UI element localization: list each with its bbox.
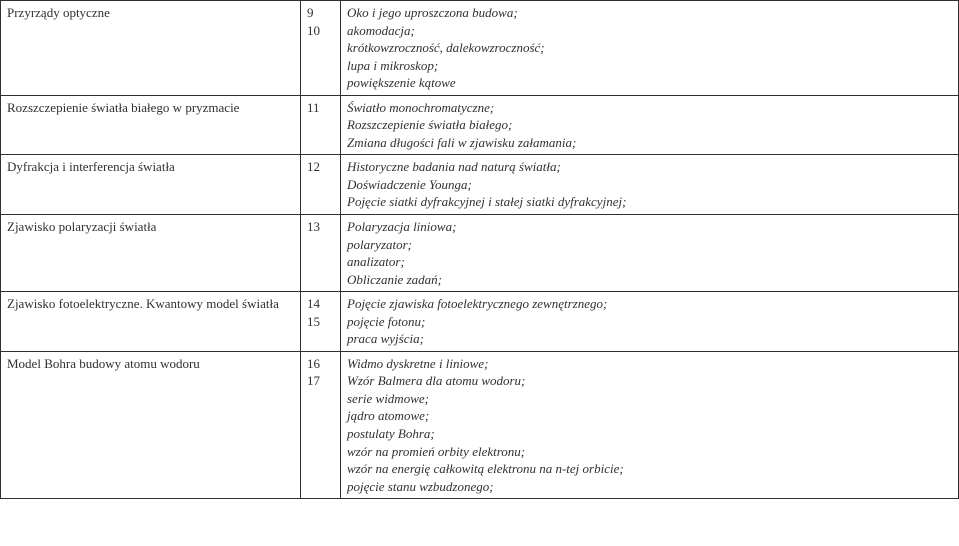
description-line: wzór na energię całkowitą elektronu na n… <box>347 460 952 478</box>
description-line: Rozszczepienie światła białego; <box>347 116 952 134</box>
curriculum-table: Przyrządy optyczne910Oko i jego uproszcz… <box>0 0 959 499</box>
description-line: postulaty Bohra; <box>347 425 952 443</box>
topic-text: Przyrządy optyczne <box>7 5 110 20</box>
description-line: analizator; <box>347 253 952 271</box>
description-line: Światło monochromatyczne; <box>347 99 952 117</box>
description-cell: Historyczne badania nad naturą światła;D… <box>341 155 959 215</box>
description-line: krótkowzroczność, dalekowzroczność; <box>347 39 952 57</box>
description-line: serie widmowe; <box>347 390 952 408</box>
description-line: lupa i mikroskop; <box>347 57 952 75</box>
description-line: polaryzator; <box>347 236 952 254</box>
lesson-number: 10 <box>307 22 334 40</box>
topic-text: Zjawisko fotoelektryczne. Kwantowy model… <box>7 296 279 311</box>
lesson-number: 15 <box>307 313 334 331</box>
lesson-number: 13 <box>307 218 334 236</box>
lesson-number-cell: 1415 <box>301 292 341 352</box>
description-line: Pojęcie zjawiska fotoelektrycznego zewnę… <box>347 295 952 313</box>
description-line: akomodacja; <box>347 22 952 40</box>
description-line: Historyczne badania nad naturą światła; <box>347 158 952 176</box>
lesson-number: 12 <box>307 158 334 176</box>
description-line: Wzór Balmera dla atomu wodoru; <box>347 372 952 390</box>
table-row: Przyrządy optyczne910Oko i jego uproszcz… <box>1 1 959 96</box>
description-line: Obliczanie zadań; <box>347 271 952 289</box>
lesson-number: 17 <box>307 372 334 390</box>
lesson-number-cell: 11 <box>301 95 341 155</box>
description-cell: Oko i jego uproszczona budowa;akomodacja… <box>341 1 959 96</box>
lesson-number-cell: 910 <box>301 1 341 96</box>
description-cell: Światło monochromatyczne;Rozszczepienie … <box>341 95 959 155</box>
table-row: Zjawisko fotoelektryczne. Kwantowy model… <box>1 292 959 352</box>
topic-text: Rozszczepienie światła białego w pryzmac… <box>7 100 239 115</box>
description-line: pojęcie fotonu; <box>347 313 952 331</box>
lesson-number-cell: 1617 <box>301 351 341 498</box>
description-line: Doświadczenie Younga; <box>347 176 952 194</box>
lesson-number: 14 <box>307 295 334 313</box>
table-row: Dyfrakcja i interferencja światła 12 Histo… <box>1 155 959 215</box>
topic-cell: Zjawisko fotoelektryczne. Kwantowy model… <box>1 292 301 352</box>
description-line: Oko i jego uproszczona budowa; <box>347 4 952 22</box>
topic-cell: Model Bohra budowy atomu wodoru <box>1 351 301 498</box>
description-line: wzór na promień orbity elektronu; <box>347 443 952 461</box>
lesson-number-cell: 13 <box>301 215 341 292</box>
description-line: powiększenie kątowe <box>347 74 952 92</box>
lesson-number: 11 <box>307 99 334 117</box>
lesson-number-cell: 12 <box>301 155 341 215</box>
topic-cell: Przyrządy optyczne <box>1 1 301 96</box>
description-line: Polaryzacja liniowa; <box>347 218 952 236</box>
topic-cell: Dyfrakcja i interferencja światła <box>1 155 301 215</box>
description-line: jądro atomowe; <box>347 407 952 425</box>
topic-cell: Zjawisko polaryzacji światła <box>1 215 301 292</box>
description-cell: Widmo dyskretne i liniowe;Wzór Balmera d… <box>341 351 959 498</box>
description-cell: Pojęcie zjawiska fotoelektrycznego zewnę… <box>341 292 959 352</box>
description-line: Widmo dyskretne i liniowe; <box>347 355 952 373</box>
description-line: pojęcie stanu wzbudzonego; <box>347 478 952 496</box>
lesson-number: 9 <box>307 4 334 22</box>
lesson-number: 16 <box>307 355 334 373</box>
description-line: Pojęcie siatki dyfrakcyjnej i stałej sia… <box>347 193 952 211</box>
table-row: Rozszczepienie światła białego w pryzmac… <box>1 95 959 155</box>
table-row: Zjawisko polaryzacji światła 13 Polaryzacj… <box>1 215 959 292</box>
description-line: Zmiana długości fali w zjawisku załamani… <box>347 134 952 152</box>
topic-text: Dyfrakcja i interferencja światła <box>7 159 175 174</box>
topic-text: Model Bohra budowy atomu wodoru <box>7 356 200 371</box>
description-cell: Polaryzacja liniowa;polaryzator;analizat… <box>341 215 959 292</box>
table-row: Model Bohra budowy atomu wodoru1617Widmo… <box>1 351 959 498</box>
topic-text: Zjawisko polaryzacji światła <box>7 219 156 234</box>
topic-cell: Rozszczepienie światła białego w pryzmac… <box>1 95 301 155</box>
description-line: praca wyjścia; <box>347 330 952 348</box>
